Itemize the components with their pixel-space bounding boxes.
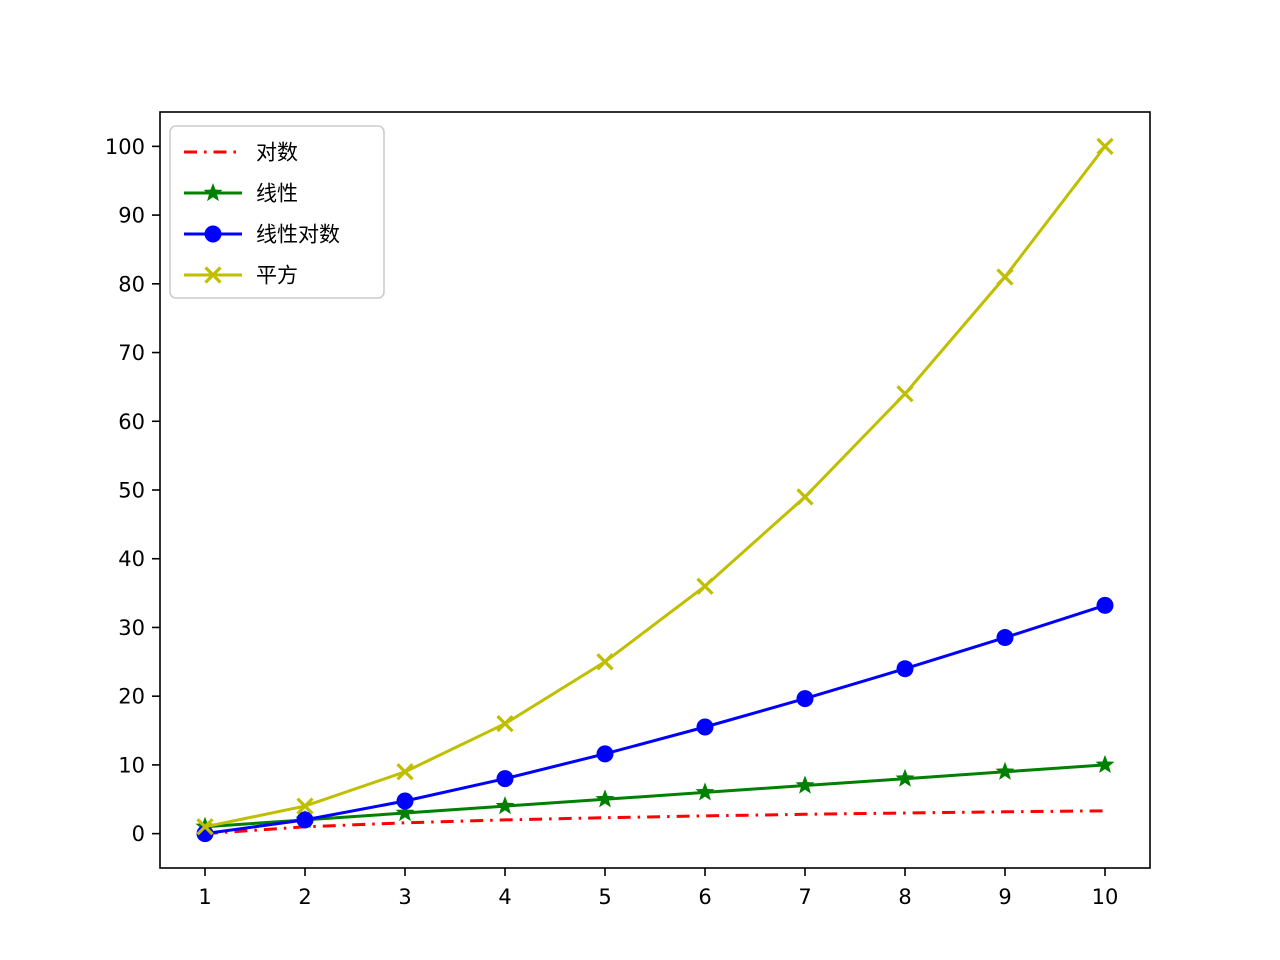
y-tick-label: 70 — [118, 341, 145, 365]
series-line-0 — [204, 809, 1106, 836]
circle-marker — [796, 690, 814, 708]
y-tick-label: 20 — [118, 685, 145, 709]
legend-label: 线性 — [256, 182, 298, 206]
x-marker — [204, 266, 222, 284]
x-tick-label: 9 — [998, 885, 1011, 909]
circle-marker — [204, 225, 222, 243]
x-marker — [896, 385, 914, 403]
x-marker — [1096, 137, 1114, 155]
x-marker — [796, 488, 814, 506]
x-marker — [996, 268, 1014, 286]
y-tick-label: 80 — [118, 272, 145, 296]
circle-marker — [496, 770, 514, 788]
x-tick-label: 3 — [398, 885, 411, 909]
series-line-2 — [204, 603, 1106, 836]
circle-marker — [996, 629, 1014, 647]
legend-item-2: 线性对数 — [184, 223, 340, 247]
star-marker — [495, 796, 515, 815]
x-marker — [496, 715, 514, 733]
y-tick-label: 50 — [118, 479, 145, 503]
legend-label: 平方 — [256, 264, 298, 288]
legend-item-0: 对数 — [184, 141, 298, 165]
x-tick-label: 6 — [698, 885, 711, 909]
star-marker — [203, 183, 223, 202]
x-tick-label: 2 — [298, 885, 311, 909]
x-marker — [396, 763, 414, 781]
circle-marker — [596, 745, 614, 763]
legend-box — [169, 125, 385, 299]
x-tick-label: 1 — [198, 885, 211, 909]
x-marker — [696, 577, 714, 595]
x-tick-label: 4 — [498, 885, 511, 909]
y-tick-label: 10 — [118, 753, 145, 777]
star-marker — [795, 775, 815, 794]
y-tick-label: 90 — [118, 204, 145, 228]
legend-item-3: 平方 — [184, 264, 298, 288]
star-marker — [695, 782, 715, 801]
circle-marker — [1096, 596, 1114, 614]
y-tick-label: 30 — [118, 616, 145, 640]
x-marker — [596, 653, 614, 671]
y-tick-label: 60 — [118, 410, 145, 434]
series-line-3 — [204, 145, 1107, 829]
x-marker — [196, 818, 214, 836]
star-marker — [595, 789, 615, 808]
x-tick-label: 7 — [798, 885, 811, 909]
y-tick-label: 40 — [118, 547, 145, 571]
star-marker — [395, 803, 415, 822]
y-tick-label: 100 — [105, 135, 145, 159]
legend-label: 对数 — [256, 141, 298, 165]
x-tick-label: 10 — [1092, 885, 1119, 909]
circle-marker — [896, 660, 914, 678]
circle-marker — [396, 792, 414, 810]
x-tick-label: 8 — [898, 885, 911, 909]
y-tick-label: 0 — [132, 822, 145, 846]
circle-marker — [296, 811, 314, 829]
star-marker — [995, 761, 1015, 780]
star-marker — [895, 768, 915, 787]
legend-item-1: 线性 — [184, 182, 298, 206]
legend-label: 线性对数 — [256, 223, 340, 247]
x-tick-label: 5 — [598, 885, 611, 909]
star-marker — [1095, 754, 1115, 773]
circle-marker — [696, 718, 714, 736]
x-marker — [296, 797, 314, 815]
series-line-1 — [204, 763, 1106, 829]
